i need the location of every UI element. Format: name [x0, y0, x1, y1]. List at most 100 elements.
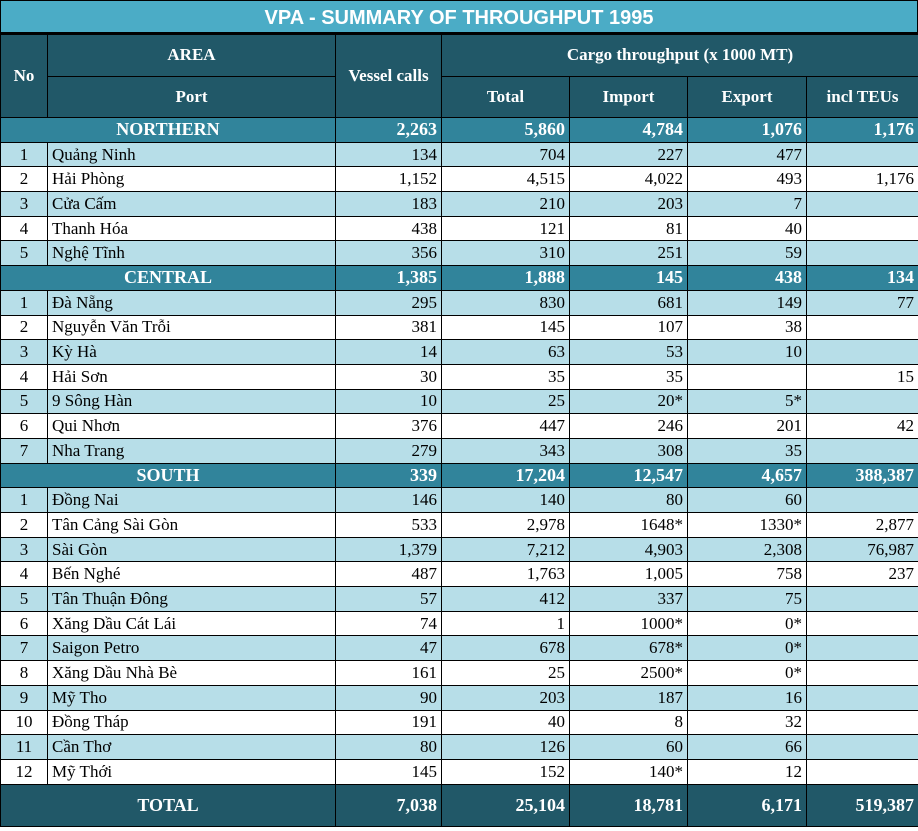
vessel-calls: 47 — [335, 635, 442, 662]
port-name: Saigon Petro — [47, 635, 336, 662]
import: 8 — [569, 709, 688, 736]
total: 1 — [441, 610, 570, 637]
header-vessel-calls: Vessel calls — [335, 34, 442, 118]
import: 203 — [569, 191, 688, 217]
teus: 76,987 — [806, 536, 918, 563]
table-row: 7 Nha Trang 279 343 308 35 — [0, 437, 918, 464]
row-no: 4 — [0, 215, 48, 242]
vessel-calls: 183 — [335, 191, 442, 217]
port-name: Cần Thơ — [47, 734, 336, 760]
vessel-calls: 80 — [335, 734, 442, 760]
import: 20* — [569, 388, 688, 415]
export: 0* — [687, 660, 807, 686]
port-name: Hải Sơn — [47, 363, 336, 390]
vessel-calls: 295 — [335, 289, 442, 316]
row-no: 1 — [0, 487, 48, 513]
table-row: 1 Đồng Nai 146 140 80 60 — [0, 487, 918, 513]
section-import: 12,547 — [569, 462, 688, 489]
header-port: Port — [47, 75, 336, 118]
port-name: Kỳ Hà — [47, 339, 336, 365]
row-no: 5 — [0, 240, 48, 267]
table-row: 4 Bến Nghé 487 1,763 1,005 758 237 — [0, 561, 918, 588]
header-export: Export — [687, 75, 807, 118]
export: 12 — [687, 758, 807, 785]
export: 0* — [687, 610, 807, 637]
row-no: 1 — [0, 289, 48, 316]
vessel-calls: 1,152 — [335, 166, 442, 193]
teus — [806, 635, 918, 662]
total: 63 — [441, 339, 570, 365]
total: 7,212 — [441, 536, 570, 563]
section-export: 438 — [687, 265, 807, 291]
total-export: 6,171 — [687, 783, 807, 827]
header-no: No — [0, 34, 48, 118]
teus — [806, 339, 918, 365]
table-row: 2 Hải Phòng 1,152 4,515 4,022 493 1,176 — [0, 166, 918, 193]
vessel-calls: 381 — [335, 314, 442, 341]
port-name: Mỹ Thới — [47, 758, 336, 785]
table-row: 3 Kỳ Hà 14 63 53 10 — [0, 339, 918, 365]
import: 107 — [569, 314, 688, 341]
port-name: Đồng Tháp — [47, 709, 336, 736]
teus — [806, 709, 918, 736]
total: 2,978 — [441, 512, 570, 538]
total: 145 — [441, 314, 570, 341]
port-name: Đà Nẵng — [47, 289, 336, 316]
throughput-table: No AREA Vessel calls Cargo throughput (x… — [0, 34, 918, 827]
table-row: 10 Đồng Tháp 191 40 8 32 — [0, 709, 918, 736]
table-row: 12 Mỹ Thới 145 152 140* 12 — [0, 758, 918, 785]
port-name: Bến Nghé — [47, 561, 336, 588]
teus — [806, 437, 918, 464]
section-vessel: 1,385 — [335, 265, 442, 291]
port-name: Tân Thuận Đông — [47, 586, 336, 612]
export: 0* — [687, 635, 807, 662]
header-total: Total — [441, 75, 570, 118]
import: 1,005 — [569, 561, 688, 588]
vessel-calls: 14 — [335, 339, 442, 365]
row-no: 9 — [0, 684, 48, 711]
export: 477 — [687, 141, 807, 168]
import: 187 — [569, 684, 688, 711]
row-no: 11 — [0, 734, 48, 760]
table-row: 6 Xăng Dầu Cát Lái 74 1 1000* 0* — [0, 610, 918, 637]
section-total: 17,204 — [441, 462, 570, 489]
section-export: 4,657 — [687, 462, 807, 489]
header-cargo-throughput: Cargo throughput (x 1000 MT) — [441, 34, 918, 77]
section-row-northern: NORTHERN 2,263 5,860 4,784 1,076 1,176 — [0, 117, 918, 143]
port-name: Qui Nhơn — [47, 413, 336, 439]
section-total: 5,860 — [441, 117, 570, 143]
vessel-calls: 30 — [335, 363, 442, 390]
vessel-calls: 191 — [335, 709, 442, 736]
row-no: 4 — [0, 363, 48, 390]
teus — [806, 314, 918, 341]
teus: 15 — [806, 363, 918, 390]
teus — [806, 141, 918, 168]
export: 38 — [687, 314, 807, 341]
import: 2500* — [569, 660, 688, 686]
total: 203 — [441, 684, 570, 711]
export: 16 — [687, 684, 807, 711]
port-name: Cửa Cấm — [47, 191, 336, 217]
total: 412 — [441, 586, 570, 612]
export: 2,308 — [687, 536, 807, 563]
table-row: 11 Cần Thơ 80 126 60 66 — [0, 734, 918, 760]
export: 201 — [687, 413, 807, 439]
row-no: 2 — [0, 314, 48, 341]
teus — [806, 240, 918, 267]
section-name: CENTRAL — [0, 265, 336, 291]
import: 678* — [569, 635, 688, 662]
teus — [806, 610, 918, 637]
section-teus: 134 — [806, 265, 918, 291]
total: 121 — [441, 215, 570, 242]
total: 40 — [441, 709, 570, 736]
vessel-calls: 279 — [335, 437, 442, 464]
import: 1648* — [569, 512, 688, 538]
section-total: 1,888 — [441, 265, 570, 291]
teus — [806, 215, 918, 242]
import: 308 — [569, 437, 688, 464]
section-vessel: 339 — [335, 462, 442, 489]
teus — [806, 660, 918, 686]
total-total: 25,104 — [441, 783, 570, 827]
vessel-calls: 161 — [335, 660, 442, 686]
